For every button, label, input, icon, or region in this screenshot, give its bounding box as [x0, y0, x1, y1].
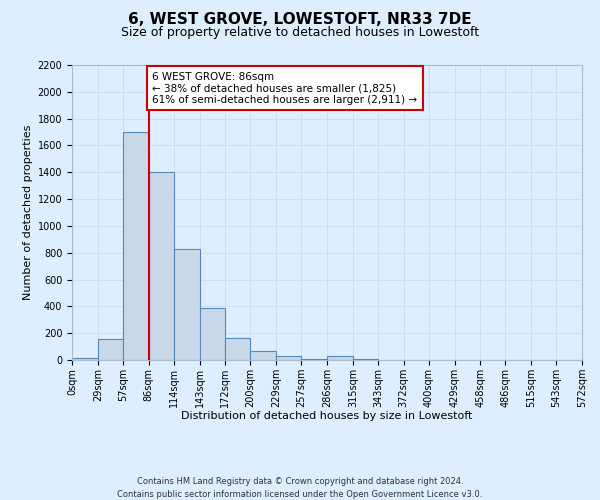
- Text: Contains HM Land Registry data © Crown copyright and database right 2024.
Contai: Contains HM Land Registry data © Crown c…: [118, 478, 482, 499]
- Bar: [72, 358, 98, 360]
- Y-axis label: Number of detached properties: Number of detached properties: [23, 125, 34, 300]
- Bar: [123, 132, 149, 360]
- Bar: [327, 356, 353, 360]
- Bar: [226, 338, 250, 360]
- Text: 6 WEST GROVE: 86sqm
← 38% of detached houses are smaller (1,825)
61% of semi-det: 6 WEST GROVE: 86sqm ← 38% of detached ho…: [152, 72, 418, 105]
- Text: Size of property relative to detached houses in Lowestoft: Size of property relative to detached ho…: [121, 26, 479, 39]
- X-axis label: Distribution of detached houses by size in Lowestoft: Distribution of detached houses by size …: [181, 412, 473, 422]
- Bar: [98, 339, 123, 360]
- Text: 6, WEST GROVE, LOWESTOFT, NR33 7DE: 6, WEST GROVE, LOWESTOFT, NR33 7DE: [128, 12, 472, 28]
- Bar: [173, 248, 199, 360]
- Bar: [199, 308, 226, 360]
- Bar: [149, 172, 173, 360]
- Bar: [276, 356, 301, 360]
- Bar: [250, 352, 276, 360]
